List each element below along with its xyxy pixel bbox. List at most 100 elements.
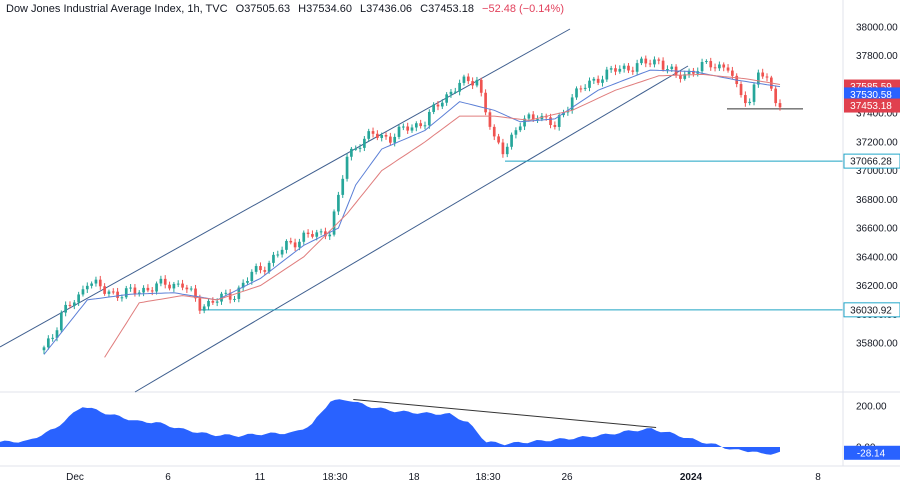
candle-up bbox=[328, 234, 332, 237]
time-tick-label: 6 bbox=[165, 472, 171, 483]
candle-up bbox=[609, 68, 613, 70]
candle-up bbox=[202, 306, 206, 311]
candle-up bbox=[159, 278, 163, 284]
candle-down bbox=[289, 240, 293, 243]
candle-down bbox=[263, 270, 267, 272]
candle-down bbox=[488, 112, 492, 127]
change-percent: (−0.14%) bbox=[519, 3, 564, 15]
candle-up bbox=[575, 88, 578, 98]
candle-down bbox=[419, 123, 423, 127]
candle-down bbox=[371, 131, 375, 134]
candle-down bbox=[103, 286, 106, 294]
candle-up bbox=[510, 134, 513, 147]
candle-down bbox=[596, 78, 600, 83]
price-tick-label: 38000.00 bbox=[856, 23, 898, 34]
candle-down bbox=[614, 68, 617, 72]
candle-up bbox=[155, 283, 158, 292]
price-badge bbox=[844, 87, 900, 102]
candle-down bbox=[466, 76, 470, 82]
candle-up bbox=[254, 266, 258, 272]
channel-upper-line bbox=[0, 28, 571, 348]
candle-down bbox=[492, 126, 496, 137]
candle-down bbox=[228, 292, 232, 300]
candle-up bbox=[358, 147, 362, 149]
candle-down bbox=[311, 234, 314, 237]
candle-down bbox=[98, 279, 102, 287]
candle-down bbox=[648, 63, 652, 65]
candle-up bbox=[224, 292, 228, 294]
candle-up bbox=[280, 249, 284, 255]
oscillator-value-badge bbox=[844, 445, 900, 460]
candle-down bbox=[306, 232, 310, 235]
oscillator-area bbox=[0, 399, 780, 455]
change-value: −52.48 bbox=[482, 3, 516, 15]
time-tick-label: 11 bbox=[255, 472, 266, 483]
candle-up bbox=[458, 82, 461, 92]
candle-down bbox=[194, 288, 197, 299]
candle-down bbox=[133, 287, 137, 294]
candle-up bbox=[401, 126, 405, 128]
candle-up bbox=[90, 283, 93, 286]
price-tick-label: 37400.00 bbox=[856, 109, 898, 120]
candle-up bbox=[536, 119, 539, 121]
level-badge-label: 36030.92 bbox=[850, 305, 892, 316]
low-value: 37436.06 bbox=[366, 3, 413, 15]
candle-up bbox=[363, 138, 366, 148]
candle-down bbox=[778, 103, 782, 108]
price-badge-label: 37530.58 bbox=[850, 90, 892, 101]
candle-up bbox=[666, 69, 669, 71]
price-tick-label: 36800.00 bbox=[856, 195, 898, 206]
candle-up bbox=[687, 70, 691, 75]
candle-up bbox=[635, 63, 639, 72]
candle-up bbox=[705, 61, 708, 63]
high-value: 37534.60 bbox=[306, 3, 352, 15]
candle-down bbox=[198, 298, 202, 311]
time-tick-label: 2024 bbox=[680, 472, 703, 483]
candle-down bbox=[744, 95, 747, 104]
candle-down bbox=[484, 92, 487, 113]
candle-down bbox=[549, 117, 552, 126]
candle-down bbox=[731, 70, 734, 76]
candle-up bbox=[410, 127, 414, 131]
candle-up bbox=[285, 240, 288, 250]
candle-up bbox=[319, 231, 323, 233]
candle-down bbox=[661, 60, 665, 70]
candle-up bbox=[752, 84, 756, 102]
candle-up bbox=[523, 118, 526, 127]
candle-down bbox=[579, 88, 583, 90]
candle-up bbox=[276, 254, 280, 256]
candle-up bbox=[241, 282, 245, 288]
candle-up bbox=[337, 194, 340, 212]
candle-up bbox=[505, 146, 509, 155]
candle-down bbox=[211, 300, 215, 303]
candle-down bbox=[479, 79, 483, 93]
price-tick-label: 37800.00 bbox=[856, 51, 898, 62]
candle-up bbox=[718, 64, 721, 69]
candle-down bbox=[259, 266, 262, 271]
price-tick-label: 35800.00 bbox=[856, 339, 898, 350]
price-tick-label: 36600.00 bbox=[856, 224, 898, 235]
price-badge-label: 37453.18 bbox=[850, 101, 892, 112]
candle-up bbox=[267, 262, 271, 272]
candle-up bbox=[72, 302, 76, 306]
chart-header: Dow Jones Industrial Average Index, 1h, … bbox=[6, 3, 564, 15]
candle-up bbox=[332, 211, 336, 235]
candle-up bbox=[85, 285, 89, 290]
candle-down bbox=[774, 88, 778, 104]
candle-down bbox=[679, 75, 682, 79]
candle-up bbox=[120, 297, 124, 299]
close-label: C bbox=[420, 3, 429, 15]
candle-down bbox=[163, 278, 167, 285]
candle-up bbox=[514, 130, 518, 135]
candle-up bbox=[440, 102, 444, 107]
candle-up bbox=[350, 148, 353, 157]
close-value: 37453.18 bbox=[428, 3, 474, 15]
candle-up bbox=[592, 78, 596, 81]
candle-up bbox=[345, 156, 349, 179]
candle-up bbox=[298, 241, 301, 248]
candle-up bbox=[462, 76, 466, 83]
candle-up bbox=[449, 91, 453, 95]
candle-down bbox=[384, 134, 388, 137]
oscillator-tick-label: 200.00 bbox=[856, 402, 887, 413]
